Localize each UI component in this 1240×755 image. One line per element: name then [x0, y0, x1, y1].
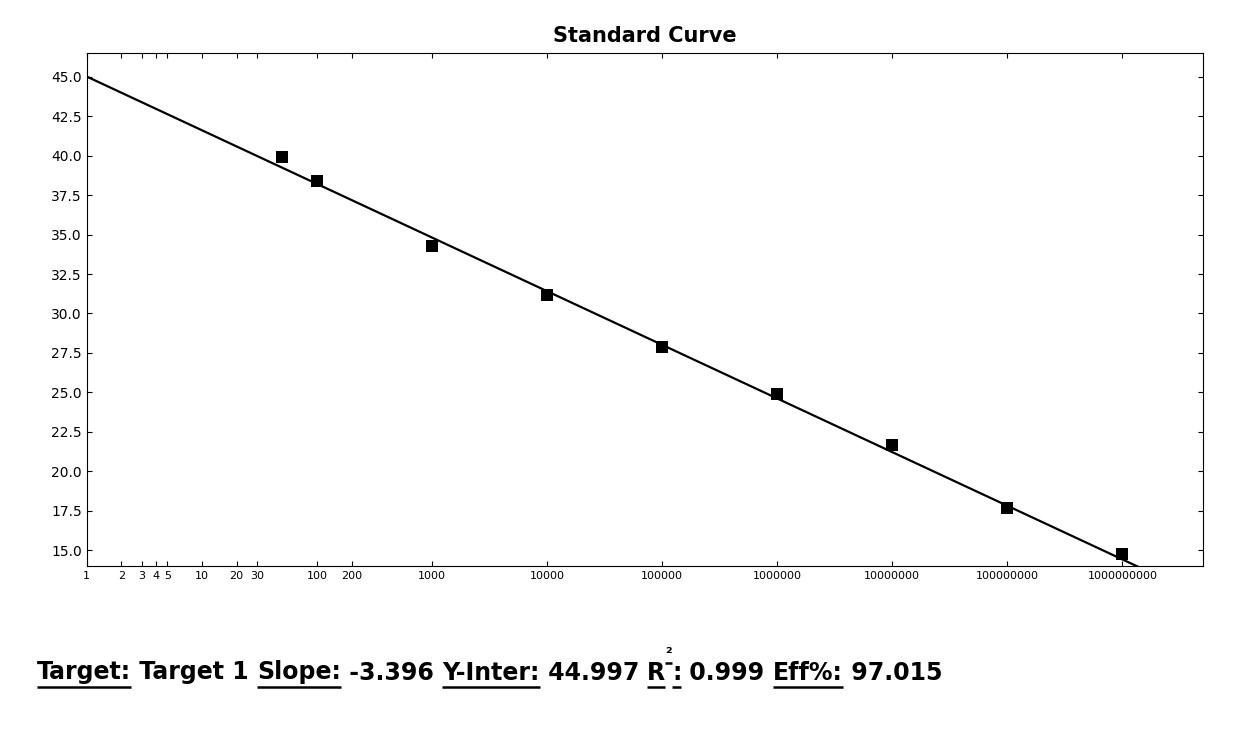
Text: 44.997: 44.997 — [539, 661, 647, 685]
Point — [1112, 547, 1132, 559]
Title: Standard Curve: Standard Curve — [553, 26, 737, 46]
Point — [537, 288, 557, 300]
Point — [768, 388, 787, 400]
Point — [273, 151, 293, 163]
Point — [422, 239, 441, 251]
Point — [652, 341, 672, 353]
Text: 97.015: 97.015 — [842, 661, 942, 685]
Text: Slope:: Slope: — [257, 661, 341, 685]
Text: Y-Inter:: Y-Inter: — [443, 661, 539, 685]
Text: Target 1: Target 1 — [131, 661, 257, 685]
Text: -3.396: -3.396 — [341, 661, 443, 685]
Point — [308, 174, 327, 186]
Text: Target:: Target: — [37, 661, 131, 685]
Text: ²: ² — [666, 646, 672, 661]
Point — [997, 502, 1017, 514]
Point — [883, 439, 903, 451]
Text: Eff%:: Eff%: — [773, 661, 842, 685]
Text: R: R — [647, 661, 666, 685]
Text: 0.999: 0.999 — [681, 661, 773, 685]
Text: :: : — [672, 661, 681, 685]
